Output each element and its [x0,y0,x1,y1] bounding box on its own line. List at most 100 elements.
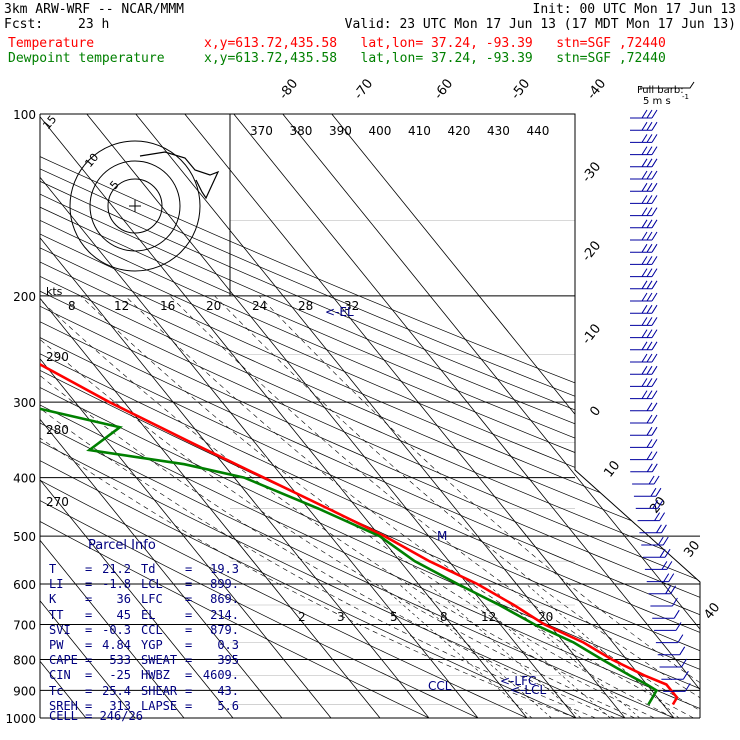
parcel-eq: = [85,698,93,713]
parcel-value: 43. [217,683,239,698]
isotherm [282,114,700,718]
level-marker-el: <-EL [325,305,354,319]
level-marker-ccl: CCL [428,679,452,693]
pressure-label-100: 100 [13,108,36,122]
mixing-ratio-label: 12 [481,610,496,624]
temperature-curve [40,114,679,706]
wind-barb [630,365,658,375]
moist-adiabat [40,295,616,718]
parcel-label: CCL [141,622,163,637]
theta-label: 410 [408,124,431,138]
wind-barb [659,658,687,668]
wind-barb [652,609,680,619]
wind-barb [648,585,676,595]
wind-barb [630,170,658,180]
isotherm-label-right: 0 [587,404,604,420]
isotherm-label-top: -80 [276,76,301,102]
isotherm [40,114,283,718]
wind-barb [630,353,658,363]
parcel-eq: = [85,622,93,637]
dry-adiabat [40,114,700,718]
isotherm [86,114,577,718]
parcel-info-title: Parcel Info [88,538,156,553]
parcel-row: CAPE 533 SWEAT 395 = = [49,653,239,668]
isotherm-label-top: -40 [584,76,609,102]
dry-adiabat [40,114,430,718]
parcel-label: T [49,562,57,576]
dry-adiabat [40,114,700,718]
wind-barb [630,463,658,473]
isotherm [331,114,700,718]
hodograph-speed-label: 20 [206,299,221,313]
wind-barb [630,439,658,448]
parcel-value: 214. [210,607,239,622]
theta-label: 390 [329,124,352,138]
wind-barb [633,487,662,497]
parcel-label: SHEAR [141,683,178,698]
mixing-ratio-label: 8 [440,610,448,624]
parcel-row: Tc 25.4 SHEAR 43. = = [49,684,239,699]
dry-adiabat [40,114,700,718]
wind-barb [661,670,689,680]
isotherm [184,114,675,718]
mixing-ratio-line [486,583,640,718]
level-marker-lcl: <-LCL [510,683,546,697]
parcel-value: 533 [109,653,131,668]
isotherm [40,114,430,718]
pressure-label-200: 200 [13,290,36,304]
isotherm [40,114,332,718]
wind-barb [630,268,658,278]
wind-barb [630,243,658,253]
dry-adiabat [40,114,700,718]
barb-legend-superscript: -1 [682,93,689,101]
mixing-ratio-label: 5 [390,610,398,624]
parcel-label: PW [49,638,64,652]
theta-label: 400 [369,124,392,138]
isotherm-label-right: -10 [579,321,604,347]
mixing-ratio-label: 20 [538,610,553,624]
parcel-value: 395 [217,653,239,668]
hodograph-speed-label: 16 [160,299,175,313]
pressure-label-600: 600 [13,578,36,592]
wind-barb [654,622,682,631]
dry-adiabat [40,114,700,718]
hodograph-speed-label: 32 [344,299,359,313]
wind-barb [637,512,666,522]
wind-barb [630,121,658,131]
parcel-eq: = [85,638,93,652]
wind-barb [630,280,658,290]
parcel-value: 5.6 [217,698,239,713]
wind-barb [641,536,669,546]
isotherm [135,114,626,718]
isotherm-label-right: 30 [681,538,703,560]
barb-legend-line1: Full barb: [637,85,684,96]
hodograph-ring [89,160,181,252]
theta-label: 440 [527,124,550,138]
parcel-row: T 21.2 Td 19.3 = = [49,562,239,577]
parcel-label: SWEAT [141,653,178,668]
wind-barb [630,304,658,314]
parcel-value: 869. [210,592,239,607]
barb-legend-line2: 5 m s [643,96,671,107]
parcel-value: -1.8 [102,577,131,592]
wind-barb [630,195,658,204]
dry-adiabat [40,114,700,718]
wind-barb [655,634,684,644]
dry-adiabat [40,114,700,718]
parcel-value: 36 [116,592,131,607]
level-marker-lfc: <-LFC [500,674,536,688]
pressure-label-300: 300 [13,396,36,410]
wind-barb [632,475,660,485]
parcel-eq: = [185,698,193,713]
parcel-label: CAPE [49,653,78,668]
parcel-label: LAPSE [141,698,178,713]
hodograph-ring [69,140,201,272]
wind-barb [630,451,658,461]
theta-label: 380 [290,124,313,138]
mixing-ratio-line [526,583,680,718]
parcel-label: Td [141,562,156,576]
forecast-hour: 23 h [78,17,110,32]
mixing-ratio-line [398,583,552,718]
parcel-eq: = [85,668,93,683]
isotherm [40,114,528,718]
